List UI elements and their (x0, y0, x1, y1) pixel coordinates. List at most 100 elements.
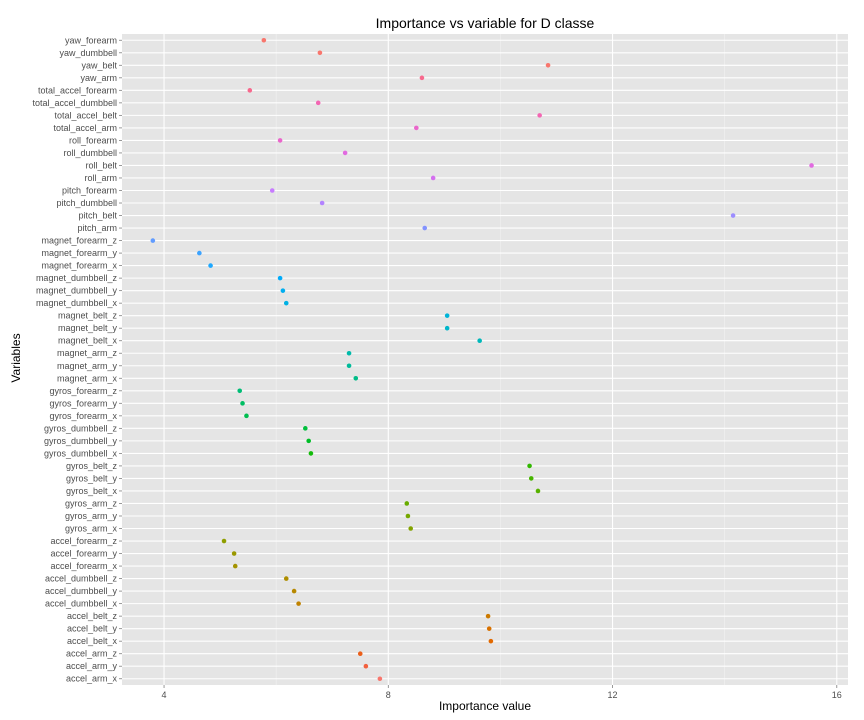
x-tick-label: 8 (386, 690, 391, 700)
y-tick-label: accel_dumbbell_z (45, 574, 118, 584)
data-point-magnet-dumbbell-z (277, 275, 283, 281)
y-tick-label: gyros_dumbbell_x (44, 448, 118, 458)
data-point-roll-belt (809, 163, 814, 168)
y-tick-label: accel_dumbbell_y (45, 586, 118, 596)
y-tick-label: magnet_dumbbell_y (36, 286, 118, 296)
y-tick-label: accel_forearm_z (50, 536, 117, 546)
y-tick-label: total_accel_belt (54, 110, 117, 120)
y-tick-label: gyros_arm_x (65, 524, 118, 534)
y-tick-label: magnet_arm_y (57, 361, 118, 371)
data-point-magnet-belt-x (477, 338, 482, 344)
y-tick-label: yaw_belt (81, 60, 117, 70)
data-point-gyros-belt-y (528, 476, 534, 481)
y-tick-label: accel_forearm_x (50, 561, 117, 571)
y-tick-label: gyros_arm_z (65, 498, 118, 508)
data-point-gyros-arm-z (404, 501, 410, 506)
gridlines (122, 34, 848, 685)
y-tick-label: accel_forearm_y (50, 549, 117, 559)
y-tick-label: gyros_forearm_x (49, 411, 117, 421)
data-point-accel-dumbbell-y (291, 588, 297, 594)
y-tick-label: gyros_forearm_y (49, 398, 117, 408)
data-point-total-accel-belt (537, 113, 542, 118)
data-point-gyros-arm-x (408, 526, 414, 531)
data-point-gyros-forearm-z (237, 388, 243, 394)
y-tick-label: magnet_forearm_x (41, 261, 117, 271)
y-tick-label: magnet_belt_y (58, 323, 118, 333)
y-tick-label: magnet_belt_x (58, 336, 118, 346)
x-axis-title: Importance value (439, 699, 531, 713)
x-tick-label: 12 (608, 690, 618, 700)
data-point-roll-forearm (277, 138, 283, 143)
data-point-magnet-forearm-y (197, 250, 202, 256)
data-point-gyros-arm-y (405, 513, 411, 519)
y-tick-label: accel_arm_y (66, 661, 118, 671)
y-tick-label: magnet_belt_z (58, 311, 118, 321)
y-tick-label: yaw_arm (80, 73, 117, 83)
x-axis-tick-labels: 4 8 12 16 (162, 685, 842, 700)
data-point-accel-belt-y (486, 626, 492, 631)
data-point-accel-arm-y (363, 663, 369, 669)
y-tick-label: total_accel_arm (53, 123, 117, 133)
x-tick-label: 4 (162, 690, 167, 700)
y-tick-label: gyros_dumbbell_y (44, 436, 118, 446)
y-axis-title: Variables (9, 333, 23, 382)
data-point-yaw-forearm (261, 37, 267, 43)
data-point-roll-dumbbell (342, 150, 348, 156)
data-point-yaw-dumbbell (317, 50, 323, 56)
data-point-total-accel-forearm (247, 88, 253, 93)
x-tick-label: 16 (832, 690, 842, 700)
data-point-yaw-belt (545, 62, 551, 68)
y-tick-label: accel_dumbbell_x (45, 599, 118, 609)
y-tick-label: pitch_arm (77, 223, 117, 233)
y-tick-label: gyros_belt_y (66, 473, 118, 483)
y-tick-label: accel_belt_x (67, 636, 118, 646)
data-point-roll-arm (430, 175, 436, 181)
data-point-gyros-belt-z (527, 463, 532, 469)
data-point-pitch-dumbbell (319, 200, 325, 206)
data-point-accel-belt-z (485, 613, 491, 619)
data-point-magnet-dumbbell-y (280, 288, 286, 293)
y-tick-label: roll_forearm (69, 135, 117, 145)
data-point-total-accel-arm (414, 125, 419, 131)
data-point-magnet-dumbbell-x (283, 300, 289, 306)
y-tick-label: magnet_arm_x (57, 373, 118, 383)
y-tick-label: gyros_belt_z (66, 461, 118, 471)
y-tick-label: magnet_arm_z (57, 348, 118, 358)
data-point-pitch-arm (422, 225, 428, 231)
data-point-magnet-forearm-x (208, 263, 213, 268)
y-tick-label: pitch_belt (78, 211, 117, 221)
plot-panel (122, 34, 848, 685)
data-point-accel-dumbbell-z (283, 576, 289, 581)
data-point-gyros-dumbbell-x (308, 451, 314, 456)
data-point-accel-arm-x (377, 676, 383, 682)
data-point-magnet-arm-x (353, 375, 359, 381)
y-tick-label: accel_arm_z (66, 649, 118, 659)
y-tick-label: magnet_forearm_y (41, 248, 117, 258)
y-tick-label: total_accel_forearm (38, 85, 117, 95)
y-tick-label: accel_belt_z (67, 611, 118, 621)
y-tick-label: accel_belt_y (67, 624, 118, 634)
data-point-gyros-dumbbell-z (303, 426, 308, 431)
data-point-total-accel-dumbbell (315, 100, 321, 106)
data-point-gyros-forearm-x (244, 413, 249, 419)
data-point-pitch-forearm (269, 188, 275, 193)
data-point-yaw-arm (419, 75, 425, 81)
data-point-gyros-belt-x (535, 488, 541, 494)
chart-title: Importance vs variable for D classe (376, 15, 595, 31)
data-point-magnet-forearm-z (150, 238, 156, 243)
y-tick-label: gyros_forearm_z (49, 386, 117, 396)
data-point-gyros-forearm-y (240, 401, 245, 406)
y-axis-tick-labels: yaw_forearm yaw_dumbbell yaw_belt yaw_armto… (32, 35, 122, 684)
y-tick-label: gyros_dumbbell_z (44, 423, 118, 433)
y-tick-label: roll_belt (85, 160, 117, 170)
y-tick-label: magnet_dumbbell_x (36, 298, 118, 308)
data-point-pitch-belt (730, 213, 736, 218)
data-point-magnet-belt-z (444, 313, 450, 318)
y-tick-label: gyros_arm_y (65, 511, 118, 521)
y-tick-label: magnet_dumbbell_z (36, 273, 118, 283)
y-tick-label: yaw_dumbbell (59, 48, 117, 58)
data-point-accel-arm-z (357, 651, 363, 657)
data-point-magnet-belt-y (444, 325, 450, 331)
data-point-accel-forearm-x (232, 563, 238, 569)
